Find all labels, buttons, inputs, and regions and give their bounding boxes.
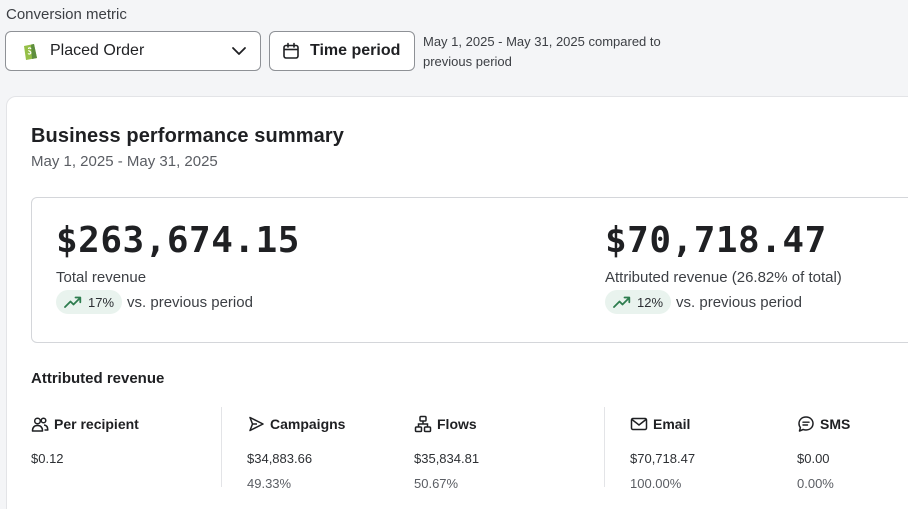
attributed-revenue-change: 12% <box>637 294 664 310</box>
chevron-down-icon <box>232 47 246 55</box>
total-revenue-stat: $263,674.15 Total revenue 17% vs. previo… <box>56 220 300 314</box>
attributed-revenue-change-badge: 12% <box>605 290 672 314</box>
sms-value: $0.00 <box>797 451 830 466</box>
sms-icon <box>798 416 814 432</box>
flows-label: Flows <box>437 416 477 432</box>
column-divider <box>604 407 605 487</box>
attributed-revenue-vs-label: vs. previous period <box>676 293 802 311</box>
calendar-icon <box>283 42 299 59</box>
time-period-label: Time period <box>310 42 401 59</box>
send-icon <box>249 416 264 432</box>
attributed-revenue-title: Attributed revenue <box>31 370 165 387</box>
trend-up-icon <box>613 296 631 308</box>
sms-column: SMS $0.00 0.00% <box>797 415 850 491</box>
campaigns-label: Campaigns <box>270 416 346 432</box>
business-performance-card: Business performance summary May 1, 2025… <box>6 96 908 509</box>
people-icon <box>31 417 49 432</box>
flows-percent: 50.67% <box>414 476 459 491</box>
card-title: Business performance summary <box>31 125 344 147</box>
email-label: Email <box>653 416 691 432</box>
campaigns-column: Campaigns $34,883.66 49.33% <box>247 415 345 491</box>
revenue-stats-box: $263,674.15 Total revenue 17% vs. previo… <box>31 197 908 343</box>
shopify-icon <box>24 44 37 60</box>
flows-value: $35,834.81 <box>414 451 480 466</box>
total-revenue-change: 17% <box>88 294 115 310</box>
conversion-metric-select[interactable]: Placed Order <box>5 31 261 71</box>
trend-up-icon <box>64 296 82 308</box>
per-recipient-label: Per recipient <box>54 416 139 432</box>
mail-icon <box>630 417 648 431</box>
email-value: $70,718.47 <box>630 451 696 466</box>
total-revenue-change-badge: 17% <box>56 290 123 314</box>
flow-icon <box>414 415 432 433</box>
conversion-metric-label: Conversion metric <box>6 6 127 23</box>
sms-percent: 0.00% <box>797 476 834 491</box>
attributed-revenue-stat: $70,718.47 Attributed revenue (26.82% of… <box>605 220 842 314</box>
per-recipient-column: Per recipient $0.12 <box>31 415 139 466</box>
attributed-revenue-label: Attributed revenue (26.82% of total) <box>605 269 842 286</box>
time-period-button[interactable]: Time period <box>269 31 415 71</box>
email-percent: 100.00% <box>630 476 682 491</box>
per-recipient-value: $0.12 <box>31 451 64 466</box>
total-revenue-vs-label: vs. previous period <box>127 293 253 311</box>
attributed-revenue-value: $70,718.47 <box>605 220 827 261</box>
metric-selected-value: Placed Order <box>50 42 145 59</box>
sms-label: SMS <box>820 416 851 432</box>
flows-column: Flows $35,834.81 50.67% <box>414 415 479 491</box>
campaigns-value: $34,883.66 <box>247 451 313 466</box>
card-date-range: May 1, 2025 - May 31, 2025 <box>31 153 218 170</box>
date-range-comparison-note: May 1, 2025 - May 31, 2025 compared to p… <box>423 34 661 69</box>
total-revenue-label: Total revenue <box>56 269 147 286</box>
column-divider <box>221 407 222 487</box>
email-column: Email $70,718.47 100.00% <box>630 415 695 491</box>
campaigns-percent: 49.33% <box>247 476 292 491</box>
total-revenue-value: $263,674.15 <box>56 220 300 261</box>
